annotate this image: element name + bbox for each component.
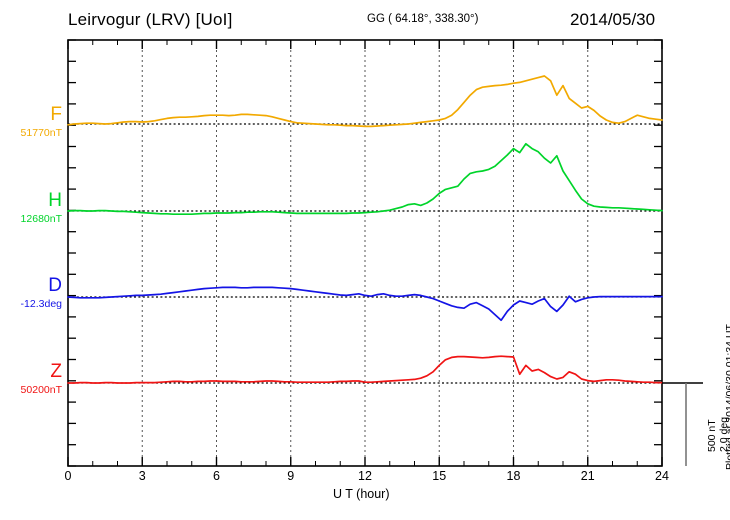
plot-frame [67,39,663,467]
observation-date: 2014/05/30 [570,10,656,29]
x-tick-label-12: 12 [358,469,372,483]
trace-z [67,355,663,384]
x-tick-label-24: 24 [655,469,669,483]
component-baseline-f: 51770nT [20,127,62,139]
scale-bar [662,382,703,466]
gridlines [141,40,589,466]
component-label-z: Z [50,361,62,382]
x-tick-label-9: 9 [287,469,295,483]
component-baseline-z: 50200nT [20,384,62,396]
axis-ticks [67,39,663,467]
x-axis-label: U T (hour) [333,487,390,501]
x-tick-label-6: 6 [213,469,220,483]
x-tick-label-0: 0 [64,469,72,483]
component-baseline-h: 12680nT [20,213,62,225]
component-label-f: F [50,104,62,125]
x-tick-label-15: 15 [432,469,447,483]
component-baseline-d: -12.3deg [20,298,62,310]
plotted-timestamp: Plotted at 2014/06/30 01:34 UT [724,324,730,470]
geographic-coordinates: GG ( 64.18°, 338.30°) [367,13,479,25]
x-tick-label-21: 21 [580,469,595,483]
x-tick-label-18: 18 [506,469,521,483]
component-label-d: D [48,275,62,296]
station-title: Leirvogur (LRV) [UoI] [68,10,233,29]
component-baselines [68,123,662,384]
trace-d [67,286,663,322]
data-traces [67,75,663,384]
trace-f [67,75,663,128]
component-label-h: H [48,190,62,211]
scalebar-nt-label: 500 nT [706,419,718,452]
x-tick-label-3: 3 [138,469,146,483]
trace-h [67,142,663,216]
